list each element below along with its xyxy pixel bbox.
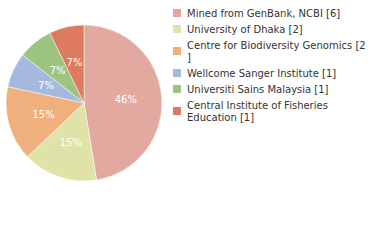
- svg-text:Mined from GenBank, NCBI [6]: Mined from GenBank, NCBI [6]: [187, 8, 340, 19]
- svg-text:University of Dhaka [2]: University of Dhaka [2]: [187, 24, 303, 35]
- svg-text:Universiti Sains Malaysia [1]: Universiti Sains Malaysia [1]: [187, 84, 329, 95]
- svg-text:]: ]: [187, 52, 191, 63]
- svg-text:7%: 7%: [67, 57, 83, 68]
- svg-text:Education [1]: Education [1]: [187, 112, 254, 123]
- svg-text:Central Institute of Fisheries: Central Institute of Fisheries: [187, 100, 331, 111]
- svg-text:7%: 7%: [50, 65, 66, 76]
- svg-text:15%: 15%: [32, 109, 54, 120]
- svg-text:Centre for Biodiversity Genomi: Centre for Biodiversity Genomics [2: [187, 40, 366, 51]
- svg-text:7%: 7%: [38, 80, 54, 91]
- svg-text:46%: 46%: [115, 94, 137, 105]
- svg-text:Wellcome Sanger Institute [1]: Wellcome Sanger Institute [1]: [187, 68, 336, 79]
- svg-text:15%: 15%: [60, 137, 82, 148]
